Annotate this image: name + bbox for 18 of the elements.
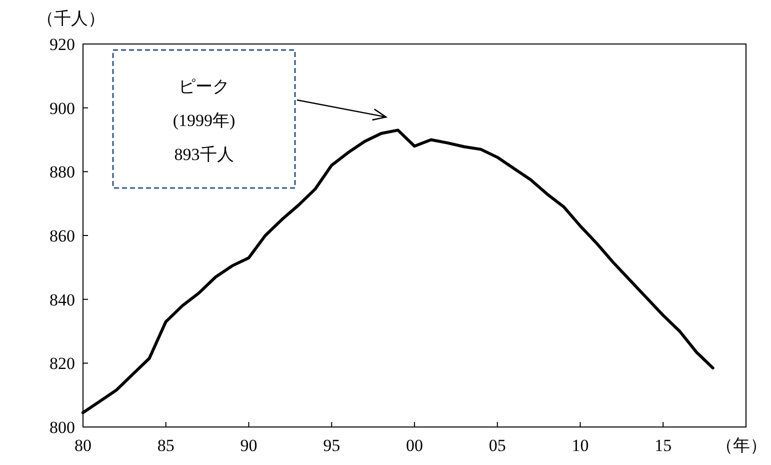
y-axis-title: （千人） [37,9,105,28]
y-tick-label: 920 [50,35,75,54]
y-tick-label: 800 [50,418,75,437]
y-tick-label: 860 [50,226,75,246]
y-tick-label: 880 [50,162,75,182]
y-tick-label: 840 [50,290,75,310]
x-tick-label: 95 [323,436,340,455]
y-tick-label: 900 [50,98,75,118]
x-tick-label: 15 [654,436,672,455]
annotation: ピーク (1999年) 893千人 [172,77,236,164]
x-tick-label: 05 [488,436,506,455]
x-tick-label: 10 [572,436,589,455]
x-tick-label: 00 [406,436,423,455]
y-tick-label: 820 [50,354,75,374]
x-tick-label: 90 [240,436,258,455]
x-tick-label: 80 [74,436,92,455]
x-axis-title: （年） [716,436,767,455]
x-tick-label: 85 [157,436,174,455]
